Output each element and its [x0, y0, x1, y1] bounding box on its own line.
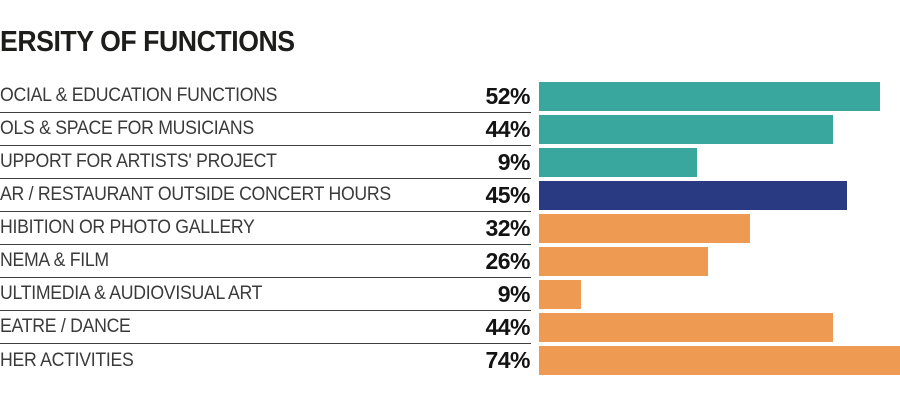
bar: [539, 313, 833, 342]
chart-row: NEMA & FILM 26%: [0, 245, 900, 278]
bar-cell: [539, 278, 900, 311]
row-label-cell: OCIAL & EDUCATION FUNCTIONS 52%: [0, 80, 531, 113]
chart-row: UPPORT FOR ARTISTS' PROJECT 9%: [0, 146, 900, 179]
row-label-cell: HER ACTIVITIES 74%: [0, 344, 531, 377]
category-label: ULTIMEDIA & AUDIOVISUAL ART: [0, 283, 263, 304]
row-label-cell: HIBITION OR PHOTO GALLERY 32%: [0, 212, 531, 245]
chart-row: OLS & SPACE FOR MUSICIANS 44%: [0, 113, 900, 146]
chart-row: ULTIMEDIA & AUDIOVISUAL ART 9%: [0, 278, 900, 311]
category-label: UPPORT FOR ARTISTS' PROJECT: [0, 151, 277, 172]
bar-cell: [539, 311, 900, 344]
bar: [539, 148, 697, 177]
bar-cell: [539, 179, 900, 212]
bar: [539, 214, 750, 243]
bar: [539, 82, 880, 111]
row-label-cell: EATRE / DANCE 44%: [0, 311, 531, 344]
value-label: 45%: [485, 181, 530, 208]
value-label: 44%: [485, 313, 530, 340]
bar-cell: [539, 344, 900, 377]
category-label: OLS & SPACE FOR MUSICIANS: [0, 118, 254, 139]
bar-cell: [539, 80, 900, 113]
value-label: 9%: [497, 148, 531, 175]
chart-rows-container: OCIAL & EDUCATION FUNCTIONS 52% OLS & SPAC…: [0, 80, 900, 377]
category-label: AR / RESTAURANT OUTSIDE CONCERT HOURS: [0, 184, 391, 205]
value-label: 52%: [485, 82, 530, 109]
bar-cell: [539, 212, 900, 245]
row-label-cell: ULTIMEDIA & AUDIOVISUAL ART 9%: [0, 278, 531, 311]
chart-row: HIBITION OR PHOTO GALLERY 32%: [0, 212, 900, 245]
bar: [539, 280, 581, 309]
chart-row: OCIAL & EDUCATION FUNCTIONS 52%: [0, 80, 900, 113]
value-label: 9%: [497, 280, 531, 307]
category-label: OCIAL & EDUCATION FUNCTIONS: [0, 85, 278, 106]
category-label: EATRE / DANCE: [0, 316, 131, 337]
row-label-cell: NEMA & FILM 26%: [0, 245, 531, 278]
value-label: 44%: [485, 115, 530, 142]
value-label: 32%: [485, 214, 530, 241]
bar: [539, 247, 708, 276]
bar-cell: [539, 113, 900, 146]
category-label: HIBITION OR PHOTO GALLERY: [0, 217, 255, 238]
bar-cell: [539, 146, 900, 179]
row-label-cell: UPPORT FOR ARTISTS' PROJECT 9%: [0, 146, 531, 179]
bar: [539, 181, 847, 210]
bar: [539, 115, 833, 144]
chart-row: EATRE / DANCE 44%: [0, 311, 900, 344]
value-label: 74%: [485, 347, 530, 373]
chart-row: HER ACTIVITIES 74%: [0, 344, 900, 377]
category-label: HER ACTIVITIES: [0, 349, 134, 371]
row-label-cell: AR / RESTAURANT OUTSIDE CONCERT HOURS 45%: [0, 179, 531, 212]
bar-cell: [539, 245, 900, 278]
value-label: 26%: [485, 247, 530, 274]
row-label-cell: OLS & SPACE FOR MUSICIANS 44%: [0, 113, 531, 146]
chart-row: AR / RESTAURANT OUTSIDE CONCERT HOURS 45%: [0, 179, 900, 212]
category-label: NEMA & FILM: [0, 250, 109, 271]
chart-title: ERSITY OF FUNCTIONS: [0, 26, 295, 58]
bar: [539, 346, 900, 375]
